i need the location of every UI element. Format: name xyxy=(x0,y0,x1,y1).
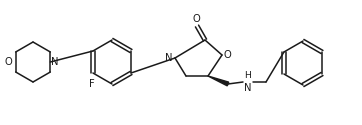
Text: F: F xyxy=(89,79,95,89)
Text: O: O xyxy=(224,50,232,60)
Text: O: O xyxy=(192,14,200,24)
Text: N: N xyxy=(244,83,252,93)
Text: N: N xyxy=(51,57,59,67)
Polygon shape xyxy=(208,76,229,86)
Text: O: O xyxy=(5,57,13,67)
Text: N: N xyxy=(164,53,172,63)
Text: H: H xyxy=(245,71,252,80)
